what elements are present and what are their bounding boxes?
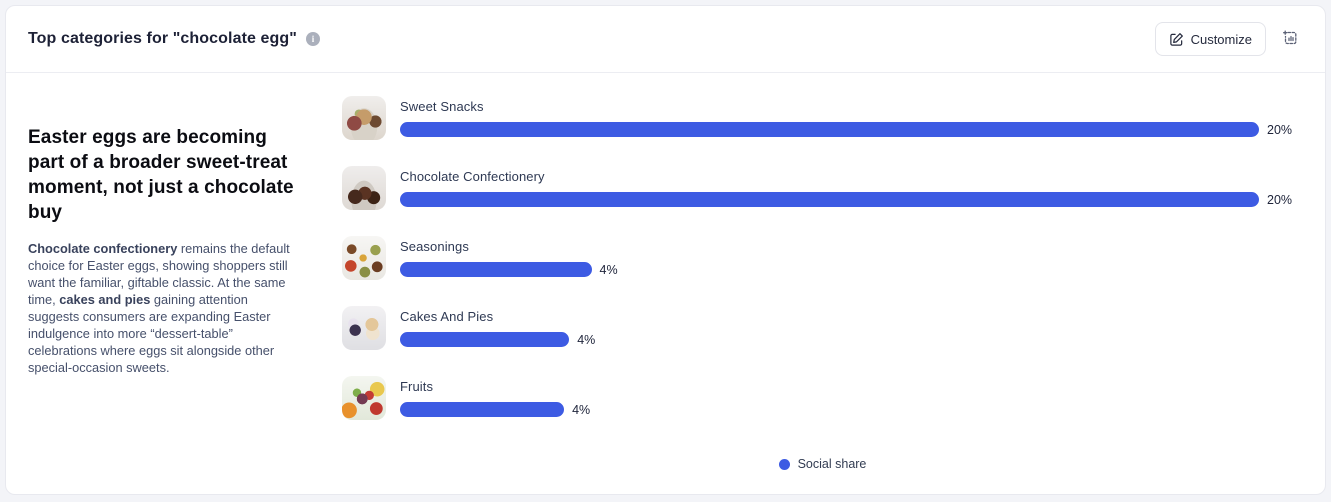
widget-body: Easter eggs are becoming part of a broad… bbox=[6, 73, 1325, 494]
insight-text-segment: Chocolate confectionery bbox=[28, 241, 178, 256]
category-label: Sweet Snacks bbox=[400, 99, 484, 114]
chart-widget-card: Top categories for "chocolate egg" i Cus… bbox=[5, 5, 1326, 495]
info-icon[interactable]: i bbox=[306, 32, 320, 46]
add-to-dashboard-button[interactable] bbox=[1277, 26, 1303, 52]
social-share-bar[interactable] bbox=[400, 402, 565, 417]
social-share-bar[interactable] bbox=[400, 122, 1259, 137]
customize-button[interactable]: Customize bbox=[1154, 22, 1266, 56]
legend-item-social-share[interactable]: Social share bbox=[342, 457, 1303, 471]
category-label: Chocolate Confectionery bbox=[400, 169, 545, 184]
bar-value-label: 4% bbox=[577, 332, 596, 347]
insight-panel: Easter eggs are becoming part of a broad… bbox=[28, 73, 296, 494]
bar-chart: Sweet Snacks 20% Chocolate Confectionery bbox=[342, 73, 1303, 494]
social-share-bar[interactable] bbox=[400, 262, 592, 277]
social-share-bar[interactable] bbox=[400, 192, 1259, 207]
bar-value-label: 4% bbox=[599, 262, 618, 277]
cakes-and-pies-photo bbox=[342, 306, 386, 350]
insight-paragraph: Chocolate confectionery remains the defa… bbox=[28, 240, 296, 376]
insight-text-segment: remains the default choice for Easter eg… bbox=[28, 241, 290, 307]
bar-chart-rows: Sweet Snacks 20% Chocolate Confectionery bbox=[342, 96, 1303, 446]
legend-dot-icon bbox=[778, 458, 790, 470]
fruits-photo bbox=[342, 376, 386, 420]
bar-value-label: 20% bbox=[1267, 192, 1293, 207]
social-share-bar[interactable] bbox=[400, 332, 570, 347]
category-row: Fruits 4% bbox=[342, 376, 1303, 446]
category-label: Fruits bbox=[400, 379, 434, 394]
insight-text-segment: gaining attention suggests consumers are… bbox=[28, 292, 275, 375]
category-row: Seasonings 4% bbox=[342, 236, 1303, 306]
insight-text-segment: cakes and pies bbox=[59, 292, 151, 307]
bar-value-label: 20% bbox=[1267, 122, 1293, 137]
customize-button-label: Customize bbox=[1190, 31, 1252, 47]
chocolate-confectionery-photo bbox=[342, 166, 386, 210]
add-to-dashboard-icon bbox=[1281, 28, 1300, 50]
category-label: Cakes And Pies bbox=[400, 309, 494, 324]
category-label: Seasonings bbox=[400, 239, 469, 254]
legend-label: Social share bbox=[797, 457, 867, 471]
sweet-snacks-photo bbox=[342, 96, 386, 140]
widget-title: Top categories for "chocolate egg" bbox=[28, 30, 297, 47]
seasonings-photo bbox=[342, 236, 386, 280]
widget-header: Top categories for "chocolate egg" i Cus… bbox=[6, 6, 1325, 73]
bar-value-label: 4% bbox=[572, 402, 591, 417]
edit-pencil-icon bbox=[1169, 32, 1184, 47]
insight-headline: Easter eggs are becoming part of a broad… bbox=[28, 127, 294, 223]
category-row: Sweet Snacks 20% bbox=[342, 96, 1303, 166]
category-row: Cakes And Pies 4% bbox=[342, 306, 1303, 376]
category-row: Chocolate Confectionery 20% bbox=[342, 166, 1303, 236]
